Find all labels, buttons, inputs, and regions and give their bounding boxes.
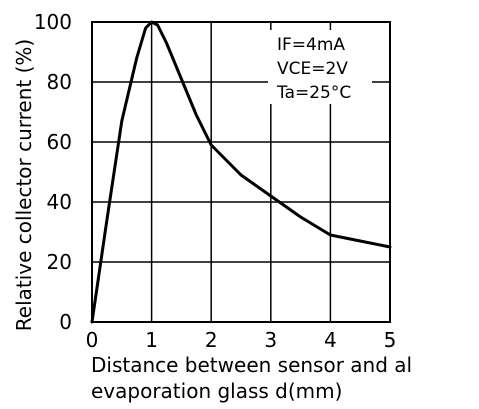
plot-frame: [91, 21, 391, 323]
annotation-background: [268, 30, 372, 104]
y-tick-label: 80: [47, 70, 72, 94]
axis-layer: [91, 21, 391, 323]
label-layer: 0 1 2 3 4 5 0 20 40 60 80 100 Relative collector cur…: [12, 10, 412, 403]
x-axis-label-line-2: evaporation glass d(mm): [91, 379, 342, 403]
y-tick-label: 60: [47, 130, 72, 154]
y-tick-label: 100: [34, 10, 72, 34]
y-axis-label: Relative collector current (%): [12, 39, 36, 331]
y-tick-label: 20: [47, 250, 72, 274]
x-tick-label: 4: [324, 328, 337, 352]
x-axis-label-line-1: Distance between sensor and al: [91, 353, 412, 377]
annotation-layer: IF=4mA VCE=2V Ta=25°C: [268, 30, 372, 104]
y-tick-label: 40: [47, 190, 72, 214]
x-tick-label: 5: [384, 328, 397, 352]
x-tick-label: 0: [86, 328, 99, 352]
series-layer: [90, 20, 392, 324]
x-tick-label: 2: [205, 328, 218, 352]
chart-annotation: Ta=25°C: [276, 83, 351, 103]
y-tick-label: 0: [59, 310, 72, 334]
chart-annotation: VCE=2V: [277, 59, 348, 79]
series-line: [90, 20, 392, 324]
x-tick-label: 3: [264, 328, 277, 352]
x-tick-label: 1: [145, 328, 158, 352]
chart-annotation: IF=4mA: [277, 35, 345, 55]
